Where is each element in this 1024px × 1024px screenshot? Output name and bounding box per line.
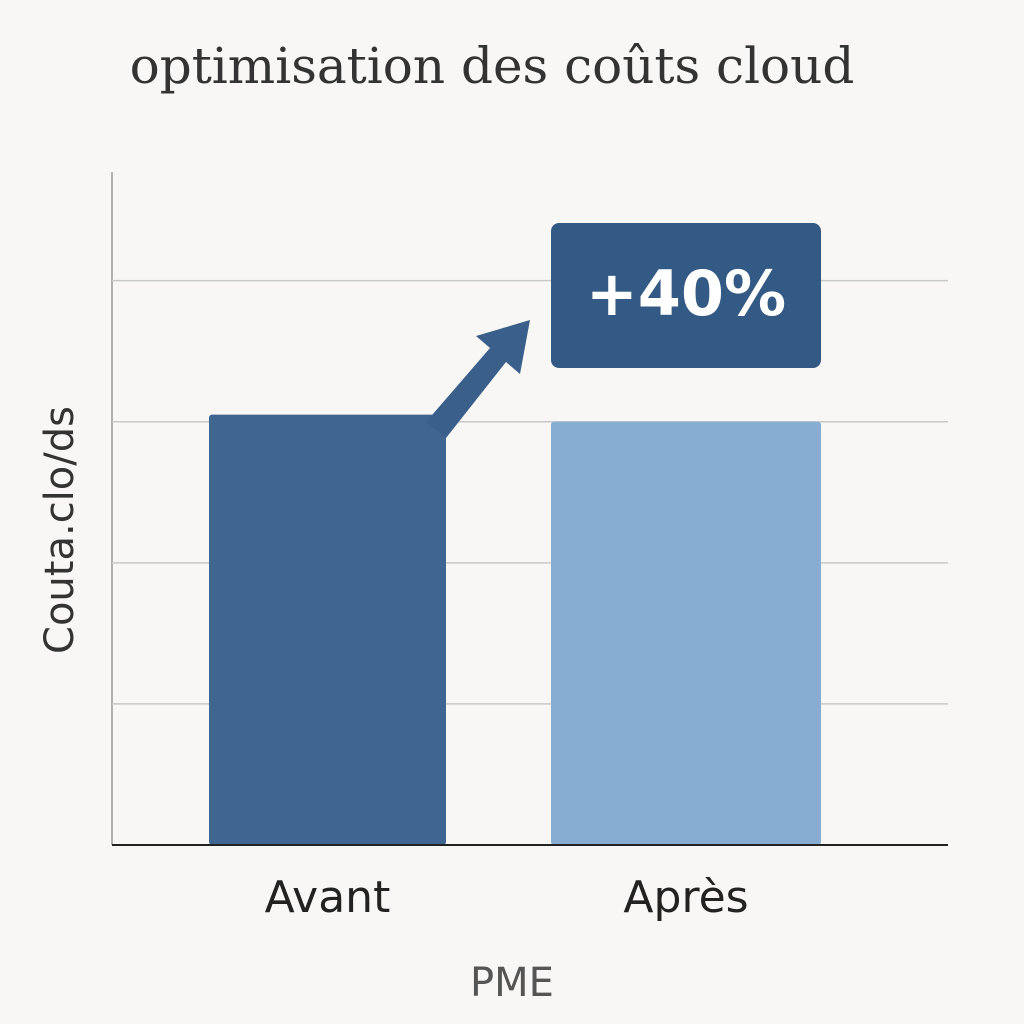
x-tick-label: Avant xyxy=(265,872,391,923)
annotation-box xyxy=(551,223,821,368)
chart-title: optimisation des coûts cloud xyxy=(130,37,855,95)
bar xyxy=(209,414,446,845)
annotation: +40% xyxy=(586,257,786,330)
y-axis-label: Couta.clo/ds xyxy=(37,406,83,654)
x-axis-label: PME xyxy=(470,960,554,1006)
x-tick-label: Après xyxy=(623,872,748,923)
arrow xyxy=(426,320,530,438)
bar xyxy=(551,421,821,845)
